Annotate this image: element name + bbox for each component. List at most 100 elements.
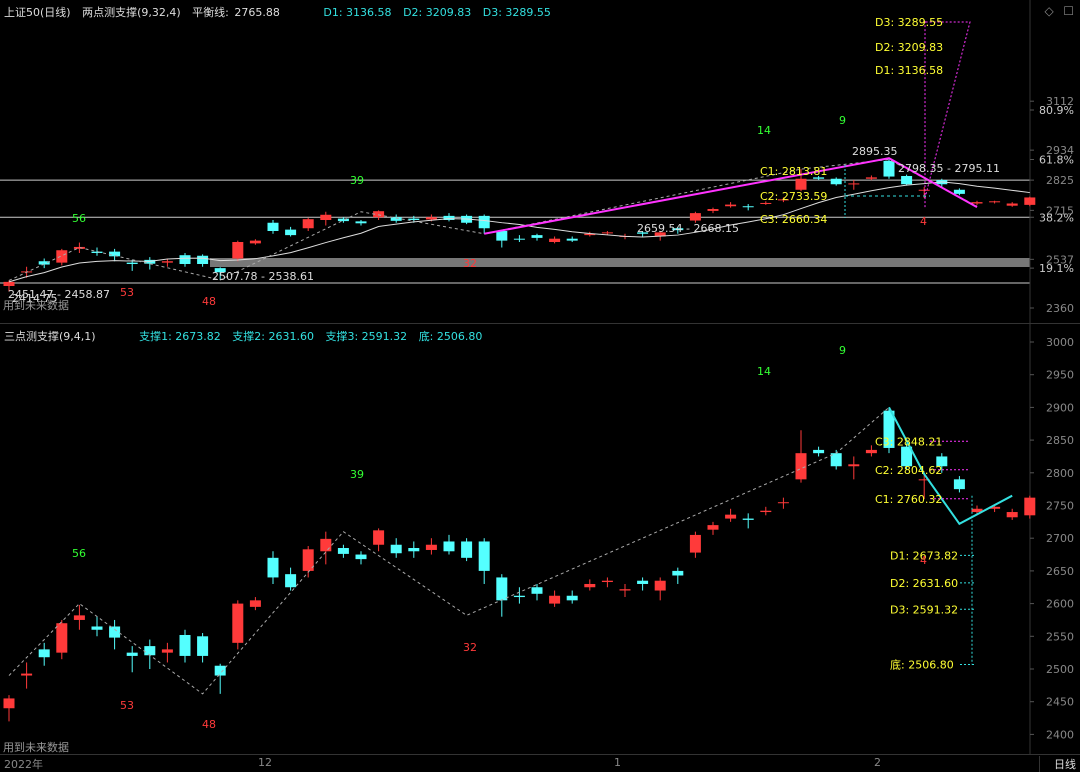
indicator-name[interactable]: 两点测支撑(9,32,4) xyxy=(82,6,181,19)
candle-down xyxy=(126,652,138,656)
candle-down xyxy=(936,456,948,467)
candle-down xyxy=(830,178,842,185)
period-button[interactable]: 日线 xyxy=(1039,756,1076,772)
candle-up xyxy=(161,649,173,653)
candle-up xyxy=(707,525,719,530)
candle-down xyxy=(197,255,209,264)
candle-down xyxy=(38,261,50,265)
bottom-chart-canvas[interactable]: 3000 2950 2900 2850 2800 2750 2700 2650 2600 2550… xyxy=(0,324,1080,754)
candle-up xyxy=(795,178,807,190)
right-label-1: D2: 3209.83 xyxy=(875,41,943,54)
candle-up xyxy=(848,464,860,467)
candle-down xyxy=(267,222,279,231)
candle-up xyxy=(1024,497,1036,516)
axis-label-3: 61.8% xyxy=(1039,154,1074,167)
candle-up xyxy=(232,242,244,259)
candle-up xyxy=(971,508,983,513)
candle-down xyxy=(267,557,279,578)
bottom-indicator-name[interactable]: 三点测支撑(9,4,1) xyxy=(4,330,96,343)
candle-down xyxy=(285,229,297,236)
candle-down xyxy=(355,554,367,560)
axis-label-11: 2450 xyxy=(1046,696,1074,709)
balance-label: 平衡线: xyxy=(192,6,229,19)
candle-down xyxy=(496,231,508,241)
candle-down xyxy=(109,626,121,638)
candle-down xyxy=(531,587,543,594)
support2-value: 支撑2: 2631.60 xyxy=(232,330,314,343)
candle-up xyxy=(654,580,666,591)
date-label-12: 12 xyxy=(258,756,272,769)
axis-label-2: 2900 xyxy=(1046,401,1074,414)
candle-down xyxy=(197,636,209,656)
candle-up xyxy=(725,204,737,207)
axis-label-8: 2600 xyxy=(1046,598,1074,611)
axis-label-5: 2715 xyxy=(1046,204,1074,217)
projection-lines xyxy=(924,21,971,199)
instrument-name[interactable]: 上证50(日线) xyxy=(4,6,71,19)
candle-down xyxy=(637,232,649,234)
bottom-count-label-3: 39 xyxy=(350,468,364,481)
axis-label-9: 2360 xyxy=(1046,302,1074,315)
candle-up xyxy=(689,534,701,553)
candle-down xyxy=(214,268,226,273)
candle-down xyxy=(443,215,455,220)
panel-controls: ◇ ☐ xyxy=(1039,4,1075,18)
date-label-2022: 2022年 xyxy=(4,758,43,771)
cyan-trend-line xyxy=(888,406,1013,526)
price-annotation-0: 2895.35 xyxy=(852,145,898,158)
candle-up xyxy=(795,453,807,480)
candle-up xyxy=(373,530,385,545)
panel-divider[interactable] xyxy=(0,323,1080,324)
candle-up xyxy=(373,211,385,218)
bottom-chart-panel[interactable]: 3000 2950 2900 2850 2800 2750 2700 2650 2600 2550… xyxy=(0,324,1080,754)
top-chart-panel[interactable]: 3112 80.9% 2934 61.8% 2825 2715 38.2% 2537 19.1%… xyxy=(0,0,1080,323)
bottom-future-data-note: 用到未来数据 xyxy=(3,740,69,754)
candle-down xyxy=(513,238,525,240)
axis-label-4: 2800 xyxy=(1046,467,1074,480)
bottom-count-label-0: 56 xyxy=(72,547,86,560)
candle-up xyxy=(73,246,85,249)
axis-label-7: 2650 xyxy=(1046,565,1074,578)
candle-down xyxy=(179,255,191,264)
close-icon[interactable]: ☐ xyxy=(1063,4,1074,18)
bottom-count-label-1: 53 xyxy=(120,699,134,712)
axis-label-2: 2934 xyxy=(1046,144,1074,157)
candle-down xyxy=(214,665,226,676)
axis-label-0: 3112 xyxy=(1046,95,1074,108)
candle-down xyxy=(390,544,402,554)
bottom-count-label-7: 4 xyxy=(920,554,927,567)
candle-down xyxy=(830,453,842,467)
candle-up xyxy=(1006,512,1018,518)
candle-up xyxy=(989,201,1001,203)
candle-down xyxy=(285,574,297,588)
candle-down xyxy=(883,410,895,448)
candle-up xyxy=(918,189,930,191)
time-axis[interactable]: 2022年 12 1 2 日线 xyxy=(0,754,1080,772)
d2-value: D2: 3209.83 xyxy=(403,6,472,19)
candle-up xyxy=(302,219,314,229)
candle-up xyxy=(654,232,666,237)
axis-label-5: 2750 xyxy=(1046,500,1074,513)
count-label-1: 53 xyxy=(120,286,134,299)
candle-up xyxy=(848,183,860,185)
candle-up xyxy=(619,589,631,591)
right-label-3: C1: 2813.81 xyxy=(760,165,827,178)
candle-up xyxy=(73,615,85,620)
candle-down xyxy=(566,595,578,601)
candle-down xyxy=(337,218,349,222)
axis-label-0: 3000 xyxy=(1046,336,1074,349)
candle-down xyxy=(443,541,455,552)
diamond-icon[interactable]: ◇ xyxy=(1044,4,1054,18)
candle-up xyxy=(56,250,68,263)
candle-down xyxy=(901,446,913,467)
candle-up xyxy=(865,449,877,454)
candle-down xyxy=(38,649,50,658)
axis-label-9: 2550 xyxy=(1046,630,1074,643)
count-label-5: 14 xyxy=(757,124,771,137)
axis-label-1: 80.9% xyxy=(1039,104,1074,117)
candle-up xyxy=(725,514,737,519)
bottom-header: 三点测支撑(9,4,1) 支撑1: 2673.82 支撑2: 2631.60 支… xyxy=(4,328,490,344)
candle-up xyxy=(760,202,772,204)
axis-label-6: 38.2% xyxy=(1039,211,1074,224)
